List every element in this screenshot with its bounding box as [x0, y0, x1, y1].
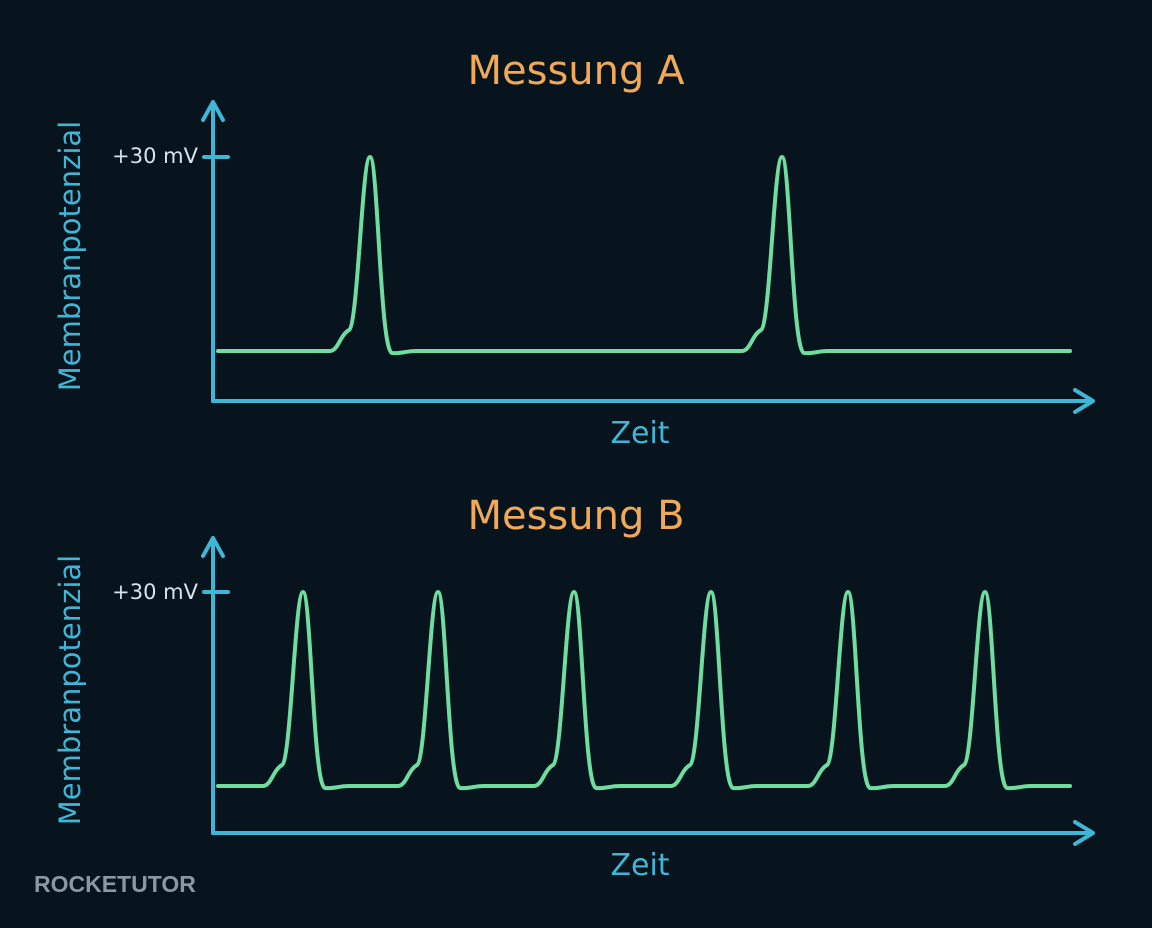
y-axis-label: Membranpotenzial: [53, 121, 87, 391]
x-axis: [211, 388, 1095, 414]
panel-title: Messung A: [468, 48, 686, 94]
x-axis: [211, 820, 1095, 846]
trace: [216, 590, 1072, 791]
tick-label: +30 mV: [112, 144, 198, 168]
x-axis-label: Zeit: [610, 416, 669, 451]
logo: ROCKETUTOR: [34, 871, 196, 897]
y-axis: [201, 100, 225, 403]
y-axis: [201, 536, 225, 835]
tick-label: +30 mV: [112, 580, 198, 604]
trace: [216, 155, 1072, 356]
y-axis-label: Membranpotenzial: [53, 555, 87, 825]
panel-title: Messung B: [467, 493, 684, 539]
x-axis-label: Zeit: [610, 848, 669, 883]
